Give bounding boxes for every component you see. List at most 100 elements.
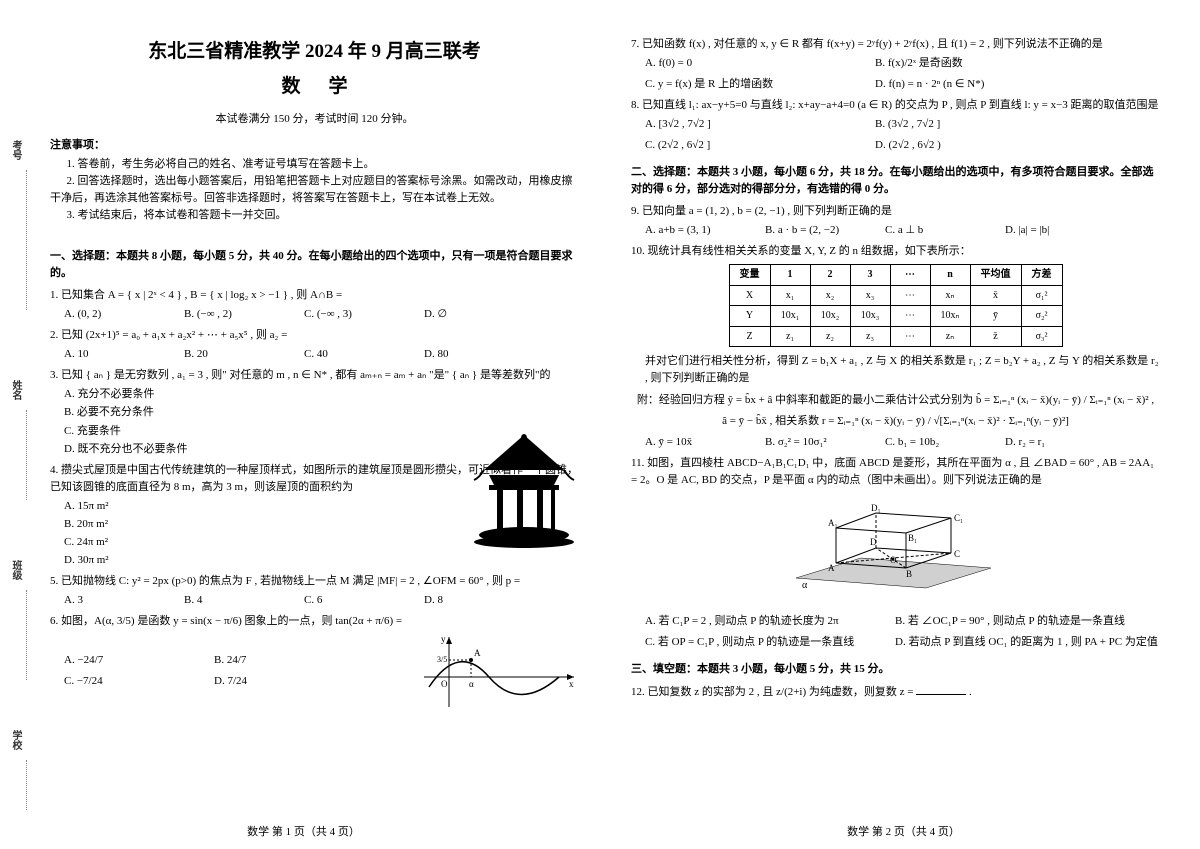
question-6: 6. 如图，A(α, 3/5) 是函数 y = sin(x − π/6) 图象上… [50,613,579,712]
svg-text:y: y [441,634,446,644]
notice-item: 1. 答卷前，考生务必将自己的姓名、准考证号填写在答题卡上。 [50,156,579,173]
q1-opt-c: C. (−∞ , 3) [304,306,424,323]
q1-opt-b: B. (−∞ , 2) [184,306,304,323]
svg-text:α: α [802,580,808,591]
table-cell: z₂ [810,326,850,347]
q8-opt-a: A. [3√2 , 7√2 ] [645,116,875,133]
table-cell: X [729,285,770,306]
q1-stem: 1. 已知集合 A = { x | 2ˣ < 4 } , B = { x | l… [50,287,579,304]
q9-opt-b: B. a · b = (2, −2) [765,222,885,239]
q7-stem: 7. 已知函数 f(x) , 对任意的 x, y ∈ R 都有 f(x+y) =… [631,36,1160,53]
q3-stem: 3. 已知 { aₙ } 是无穷数列 , a₁ = 3 , 则" 对任意的 m … [50,367,579,384]
table-cell: zₙ [930,326,970,347]
q10-attach: 附：经验回归方程 ŷ = b̂x + â 中斜率和截距的最小二乘估计公式分别为 … [631,392,1160,409]
page-1: 东北三省精准教学 2024 年 9 月高三联考 数学 本试卷满分 150 分，考… [0,0,607,849]
svg-text:x: x [569,679,574,689]
question-9: 9. 已知向量 a = (1, 2) , b = (2, −1) , 则下列判断… [631,203,1160,239]
notice-item: 2. 回答选择题时，选出每小题答案后，用铅笔把答题卡上对应题目的答案标号涂黑。如… [50,173,579,207]
q12-blank [916,683,966,695]
svg-text:3/5: 3/5 [437,655,447,664]
question-7: 7. 已知函数 f(x) , 对任意的 x, y ∈ R 都有 f(x+y) =… [631,36,1160,93]
q10-stem: 10. 现统计具有线性相关关系的变量 X, Y, Z 的 n 组数据，如下表所示… [631,243,1160,260]
q6-opt-d: D. 7/24 [214,673,334,690]
q9-opt-a: A. a+b = (3, 1) [645,222,765,239]
table-cell: x̄ [970,285,1021,306]
table-cell: σ₂² [1021,306,1062,327]
page-1-footer: 数学 第 1 页（共 4 页） [0,823,607,839]
q9-opt-c: C. a ⊥ b [885,222,1005,239]
q11-opt-d: D. 若动点 P 到直线 OC₁ 的距离为 1 , 则 PA + PC 为定值 [895,634,1158,651]
table-header: 2 [810,265,850,286]
section-1-heading: 一、选择题：本题共 8 小题，每小题 5 分，共 40 分。在每小题给出的四个选… [50,248,579,281]
table-cell: xₙ [930,285,970,306]
table-cell: σ₁² [1021,285,1062,306]
svg-text:A: A [474,648,481,658]
q7-opt-c: C. y = f(x) 是 R 上的增函数 [645,76,875,93]
question-8: 8. 已知直线 l₁: ax−y+5=0 与直线 l₂: x+ay−a+4=0 … [631,97,1160,154]
notice-item: 3. 考试结束后，将本试卷和答题卡一并交回。 [50,207,579,224]
q8-stem: 8. 已知直线 l₁: ax−y+5=0 与直线 l₂: x+ay−a+4=0 … [631,97,1160,114]
table-header: 1 [770,265,810,286]
q10-opt-d: D. r₂ = r₁ [1005,434,1125,451]
q6-opt-a: A. −24/7 [64,652,214,669]
q2-stem: 2. 已知 (2x+1)⁵ = a₀ + a₁x + a₂x² + ⋯ + a₅… [50,327,579,344]
q9-opt-d: D. |a| = |b| [1005,222,1125,239]
q11-opt-b: B. 若 ∠OC₁P = 90° , 则动点 P 的轨迹是一条直线 [895,613,1125,630]
q1-opt-d: D. ∅ [424,306,544,323]
q2-opt-b: B. 20 [184,346,304,363]
q10-post: 并对它们进行相关性分析，得到 Z = b₁X + a₁ , Z 与 X 的相关系… [645,353,1160,387]
table-cell: 10xₙ [930,306,970,327]
table-header: ⋯ [890,265,930,286]
q5-opt-a: A. 3 [64,592,184,609]
prism-icon: A B C D A₁ B₁ C₁ D₁ O α [786,493,1006,603]
notice-heading: 注意事项： [50,136,579,152]
pavilion-icon [469,430,579,550]
table-cell: 10x₃ [850,306,890,327]
q10-opt-a: A. ȳ = 10x̄ [645,434,765,451]
table-header: n [930,265,970,286]
question-10: 10. 现统计具有线性相关关系的变量 X, Y, Z 的 n 组数据，如下表所示… [631,243,1160,450]
table-cell: z₁ [770,326,810,347]
q12-stem: 12. 已知复数 z 的实部为 2 , 且 z/(2+i) 为纯虚数，则复数 z… [631,686,916,698]
q5-opt-c: C. 6 [304,592,424,609]
page-2: 7. 已知函数 f(x) , 对任意的 x, y ∈ R 都有 f(x+y) =… [607,0,1200,849]
q2-opt-d: D. 80 [424,346,544,363]
svg-text:A₁: A₁ [828,518,838,528]
exam-title: 东北三省精准教学 2024 年 9 月高三联考 [50,36,579,63]
q4-opt-d: D. 30π m² [64,552,579,569]
question-2: 2. 已知 (2x+1)⁵ = a₀ + a₁x + a₂x² + ⋯ + a₅… [50,327,579,363]
table-cell: 10x₂ [810,306,850,327]
sine-graph-icon: A 3/5 O α x y [419,632,579,712]
svg-text:O: O [441,679,448,689]
q10-formula2: â = ȳ − b̂x̄ , 相关系数 r = Σᵢ₌₁ⁿ (xᵢ − x̄)(… [631,413,1160,430]
table-cell: Y [729,306,770,327]
q10-table: 变量123⋯n平均值方差 Xx₁x₂x₃⋯xₙx̄σ₁² Y10x₁10x₂10… [729,264,1063,347]
question-11: 11. 如图，直四棱柱 ABCD−A₁B₁C₁D₁ 中，底面 ABCD 是菱形，… [631,455,1160,651]
q7-opt-d: D. f(n) = n · 2ⁿ (n ∈ N*) [875,76,995,93]
q8-opt-c: C. (2√2 , 6√2 ] [645,137,875,154]
svg-text:C: C [954,549,960,559]
svg-text:B₁: B₁ [908,533,917,543]
q3-opt-b: B. 必要不充分条件 [64,404,579,421]
question-12: 12. 已知复数 z 的实部为 2 , 且 z/(2+i) 为纯虚数，则复数 z… [631,683,1160,701]
table-cell: Z [729,326,770,347]
exam-meta: 本试卷满分 150 分，考试时间 120 分钟。 [50,110,579,126]
table-cell: ȳ [970,306,1021,327]
table-cell: 10x₁ [770,306,810,327]
page-2-footer: 数学 第 2 页（共 4 页） [607,823,1200,839]
q6-stem: 6. 如图，A(α, 3/5) 是函数 y = sin(x − π/6) 图象上… [50,613,579,630]
table-header: 3 [850,265,890,286]
q2-opt-a: A. 10 [64,346,184,363]
table-cell: ⋯ [890,326,930,347]
table-cell: z̄ [970,326,1021,347]
q11-stem: 11. 如图，直四棱柱 ABCD−A₁B₁C₁D₁ 中，底面 ABCD 是菱形，… [631,455,1160,489]
q10-opt-c: C. b₁ = 10b₂ [885,434,1005,451]
q1-opt-a: A. (0, 2) [64,306,184,323]
subject-title: 数学 [50,71,579,98]
q5-stem: 5. 已知抛物线 C: y² = 2px (p>0) 的焦点为 F , 若抛物线… [50,573,579,590]
table-cell: z₃ [850,326,890,347]
q6-opt-b: B. 24/7 [214,652,334,669]
svg-text:D₁: D₁ [871,503,881,513]
notice-block: 1. 答卷前，考生务必将自己的姓名、准考证号填写在答题卡上。 2. 回答选择题时… [50,156,579,224]
table-header: 平均值 [970,265,1021,286]
